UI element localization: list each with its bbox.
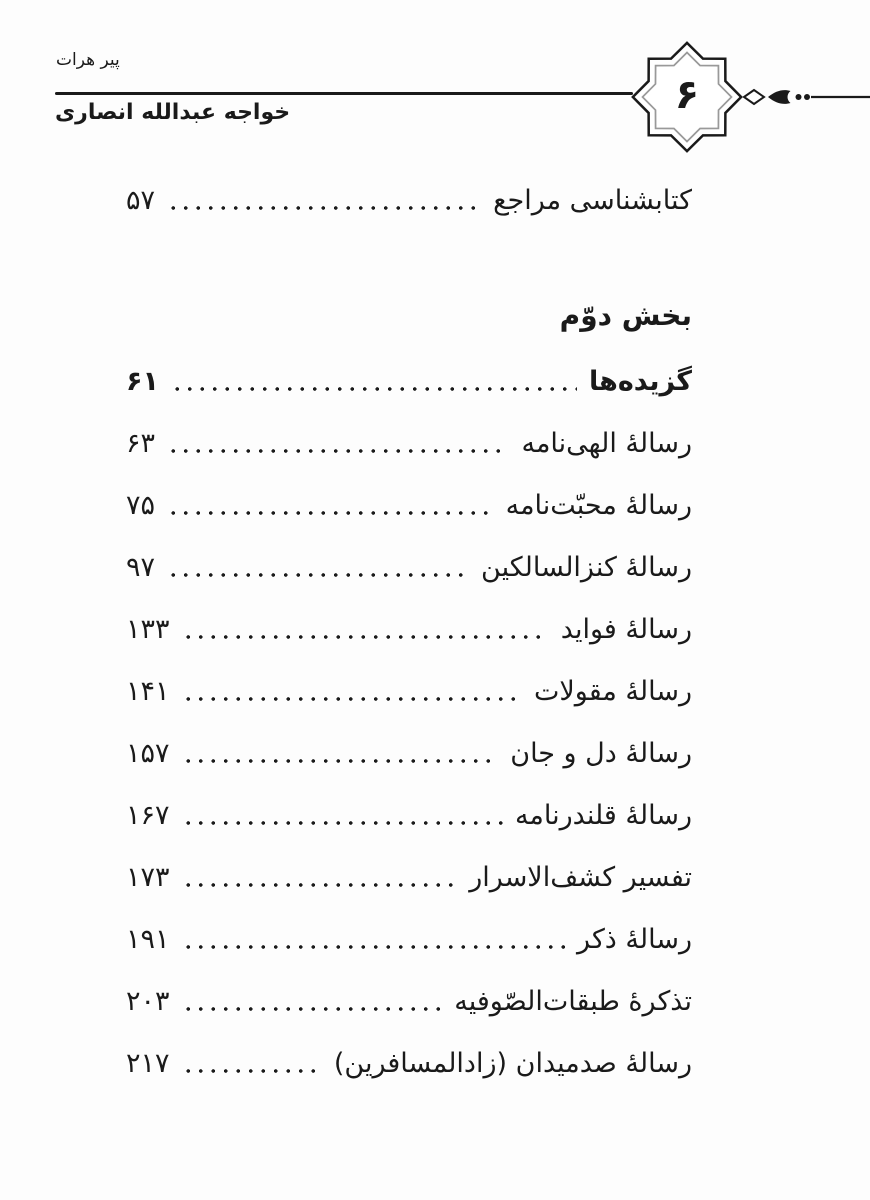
page-number-badge: ۶ <box>629 39 745 155</box>
toc-dot-leader <box>170 387 577 391</box>
toc-entry: گزیده‌ها ۶۱ <box>126 350 692 397</box>
toc-entry-title: رسالهٔ صدمیدان (زادالمسافرین) <box>333 1048 692 1079</box>
table-of-contents: کتابشناسی مراجع ۵۷ بخش دوّم گزیده‌ها ۶۱ … <box>126 169 692 1079</box>
toc-dot-leader <box>181 945 566 949</box>
toc-entry-page-number: ۵۷ <box>126 185 156 216</box>
toc-entry-title: رسالهٔ قلندرنامه <box>514 800 692 831</box>
toc-entry-page-number: ۱۹۱ <box>126 924 170 955</box>
eight-pointed-star-icon <box>631 41 743 153</box>
toc-entry-title: رسالهٔ دل و جان <box>510 738 692 769</box>
header-rule <box>55 92 633 95</box>
toc-entry-page-number: ۱۳۳ <box>126 614 170 645</box>
toc-dot-leader <box>167 449 510 453</box>
diamond-arrow-flourish-icon <box>742 88 870 106</box>
toc-entry-page-number: ۱۷۳ <box>126 862 170 893</box>
toc-dot-leader <box>167 511 494 515</box>
toc-entry-page-number: ۶۳ <box>126 428 156 459</box>
toc-entry-page-number: ۱۴۱ <box>126 676 170 707</box>
toc-entry: رسالهٔ کنزالسالکین ۹۷ <box>126 536 692 583</box>
toc-entry-page-number: ۱۶۷ <box>126 800 170 831</box>
toc-entry-page-number: ۶۱ <box>126 366 159 397</box>
toc-dot-leader <box>181 759 499 763</box>
toc-section-heading: بخش دوّم <box>559 299 692 332</box>
toc-dot-leader <box>181 697 522 701</box>
toc-entry-title: تذکرهٔ طبقات‌الصّوفیه <box>454 986 692 1017</box>
toc-entry: رسالهٔ صدمیدان (زادالمسافرین) ۲۱۷ <box>126 1032 692 1079</box>
toc-dot-leader <box>167 573 470 577</box>
page-header: پیر هرات خواجه عبدالله انصاری ۶ <box>0 0 870 155</box>
toc-entry-title: رسالهٔ محبّت‌نامه <box>505 490 692 521</box>
toc-entry: رسالهٔ فواید ۱۳۳ <box>126 598 692 645</box>
toc-entry-title: تفسیر کشف‌الاسرار <box>469 862 692 893</box>
toc-dot-leader <box>181 1007 443 1011</box>
toc-entry: رسالهٔ دل و جان ۱۵۷ <box>126 722 692 769</box>
toc-entry: کتابشناسی مراجع ۵۷ <box>126 169 692 216</box>
toc-entry: رسالهٔ الهی‌نامه ۶۳ <box>126 412 692 459</box>
toc-entry-title: رسالهٔ کنزالسالکین <box>481 552 692 583</box>
toc-entry-page-number: ۱۵۷ <box>126 738 170 769</box>
toc-entry: رسالهٔ مقولات ۱۴۱ <box>126 660 692 707</box>
toc-entry-title: رسالهٔ ذکر <box>577 924 692 955</box>
toc-entry: رسالهٔ محبّت‌نامه ۷۵ <box>126 474 692 521</box>
toc-entry-page-number: ۹۷ <box>126 552 156 583</box>
rule-ornament <box>741 82 870 112</box>
page-number: ۶ <box>674 72 700 118</box>
toc-dot-leader <box>167 206 482 210</box>
toc-entry-title: رسالهٔ فواید <box>560 614 692 645</box>
toc-entry-title: کتابشناسی مراجع <box>493 185 692 216</box>
toc-dot-leader <box>181 883 458 887</box>
toc-entry-page-number: ۲۱۷ <box>126 1048 170 1079</box>
toc-entry-title: رسالهٔ الهی‌نامه <box>521 428 692 459</box>
toc-dot-leader <box>181 635 549 639</box>
toc-dot-leader <box>181 1069 322 1073</box>
running-head-book-title: پیر هرات <box>56 50 120 70</box>
toc-entry: تذکرهٔ طبقات‌الصّوفیه ۲۰۳ <box>126 970 692 1017</box>
toc-entry: رسالهٔ ذکر ۱۹۱ <box>126 908 692 955</box>
toc-entry: تفسیر کشف‌الاسرار ۱۷۳ <box>126 846 692 893</box>
running-head-author: خواجه عبدالله انصاری <box>55 100 291 125</box>
toc-entry-title: گزیده‌ها <box>588 366 692 397</box>
toc-entry-title: رسالهٔ مقولات <box>533 676 692 707</box>
toc-dot-leader <box>181 821 503 825</box>
toc-entry-page-number: ۷۵ <box>126 490 156 521</box>
toc-entry-page-number: ۲۰۳ <box>126 986 170 1017</box>
toc-entry: رسالهٔ قلندرنامه ۱۶۷ <box>126 784 692 831</box>
